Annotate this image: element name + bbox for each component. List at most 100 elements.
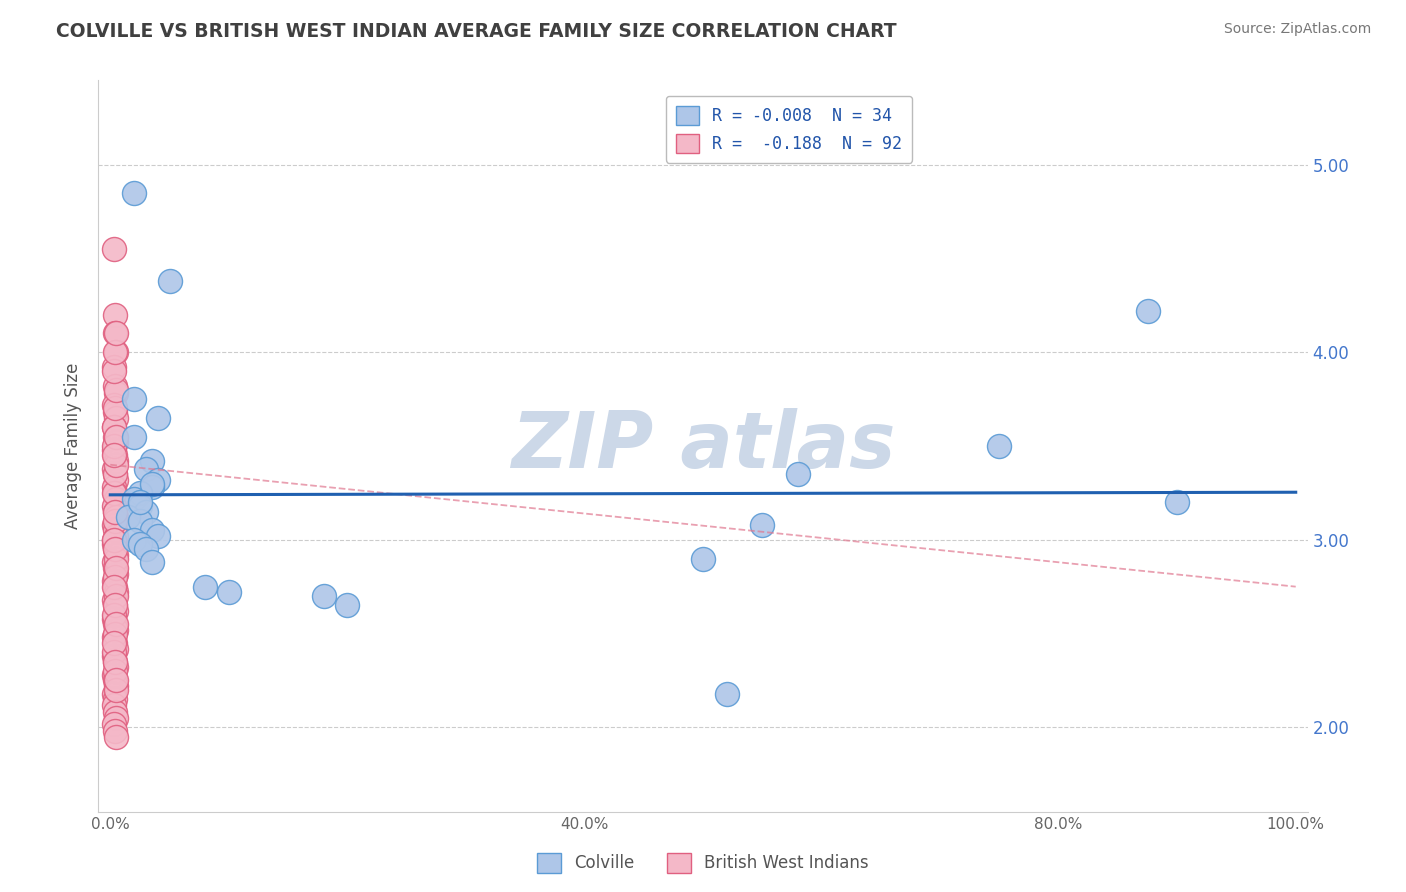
Point [122,186,145,200]
Point [103,592,125,607]
Point [1166,495,1188,509]
Point [716,687,738,701]
Text: COLVILLE VS BRITISH WEST INDIAN AVERAGE FAMILY SIZE CORRELATION CHART: COLVILLE VS BRITISH WEST INDIAN AVERAGE … [56,22,897,41]
Point [135,461,157,475]
Point [336,599,359,613]
Point [129,495,152,509]
Point [104,524,127,538]
Point [103,580,125,594]
Point [141,454,163,468]
Point [105,345,128,359]
Point [104,655,127,669]
Point [103,420,125,434]
Point [194,580,217,594]
Point [129,536,152,550]
Point [103,398,125,412]
Point [122,392,145,406]
Point [129,486,152,500]
Point [103,698,125,712]
Point [105,510,128,524]
Point [105,585,128,599]
Point [105,435,128,450]
Point [104,467,127,482]
Point [105,730,128,744]
Point [103,636,125,650]
Legend: Colville, British West Indians: Colville, British West Indians [530,847,876,880]
Point [104,617,127,632]
Point [117,510,139,524]
Point [105,548,128,562]
Point [105,617,128,632]
Point [105,383,128,397]
Point [105,529,128,543]
Point [104,673,127,688]
Point [103,611,125,625]
Point [104,692,127,706]
Point [105,623,128,637]
Point [105,326,128,341]
Point [104,505,127,519]
Point [104,636,127,650]
Point [141,480,163,494]
Point [104,308,127,322]
Point [692,551,714,566]
Point [105,660,128,674]
Point [103,480,125,494]
Point [103,687,125,701]
Point [786,467,808,482]
Point [141,476,163,491]
Point [103,716,125,731]
Point [104,345,127,359]
Point [751,517,773,532]
Point [103,461,125,475]
Point [105,386,128,401]
Point [146,529,169,543]
Point [105,458,128,472]
Point [159,274,181,288]
Point [104,486,127,500]
Point [122,491,145,506]
Point [104,429,127,443]
Point [103,517,125,532]
Point [103,242,125,256]
Point [103,533,125,547]
Point [105,429,128,443]
Point [104,599,127,613]
Point [135,505,157,519]
Point [103,648,125,663]
Point [105,410,128,425]
Point [105,551,128,566]
Point [104,706,127,720]
Point [218,585,240,599]
Point [104,724,127,739]
Point [105,682,128,697]
Point [135,542,157,557]
Point [105,604,128,618]
Point [141,555,163,569]
Point [146,473,169,487]
Point [104,379,127,393]
Point [105,673,128,688]
Point [146,410,169,425]
Point [103,442,125,457]
Point [103,486,125,500]
Point [103,574,125,588]
Point [105,641,128,656]
Point [103,630,125,644]
Point [103,364,125,378]
Point [104,505,127,519]
Point [104,401,127,416]
Point [103,439,125,453]
Point [103,607,125,622]
Point [122,429,145,443]
Point [105,491,128,506]
Point [103,420,125,434]
Point [103,536,125,550]
Legend: R = -0.008  N = 34, R =  -0.188  N = 92: R = -0.008 N = 34, R = -0.188 N = 92 [665,96,912,162]
Point [105,679,128,693]
Point [103,449,125,463]
Point [103,360,125,375]
Point [129,499,152,513]
Point [104,570,127,584]
Point [141,524,163,538]
